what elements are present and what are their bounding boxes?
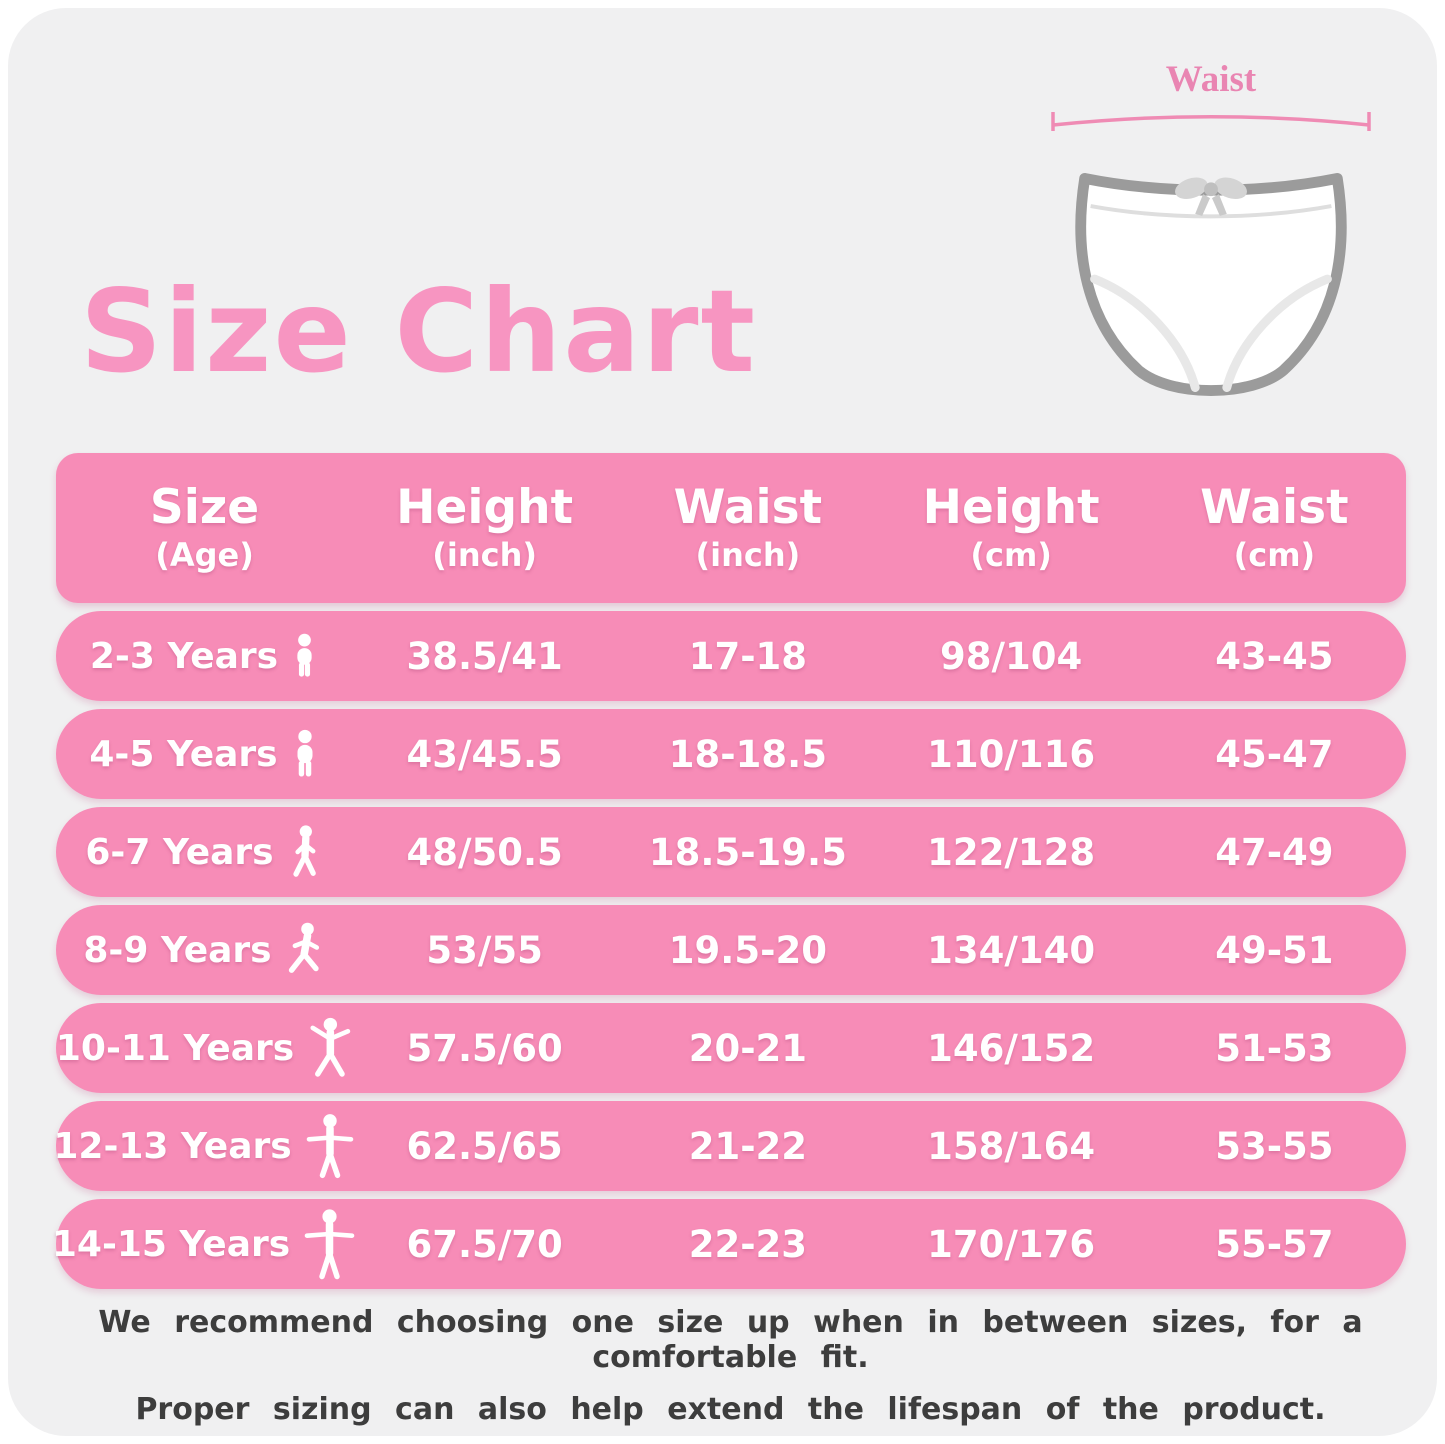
dancing-child-icon [310, 1017, 351, 1077]
waist-inch-cell: 21-22 [688, 1124, 808, 1168]
age-cell: 12-13 Years [53, 1113, 353, 1179]
age-cell: 6-7 Years [56, 825, 353, 879]
height-inch-cell: 57.5/60 [406, 1026, 563, 1070]
age-cell: 8-9 Years [56, 922, 353, 978]
waist-inch-cell: 18.5-19.5 [648, 830, 847, 874]
header-cell-waist-cm: Waist (cm) [1200, 479, 1349, 575]
age-cell: 10-11 Years [56, 1017, 353, 1079]
teen-child-icon [304, 1209, 355, 1280]
age-cell: 2-3 Years [56, 633, 353, 679]
toddler-icon [297, 729, 313, 777]
header-cell-size-age: Size (Age) [149, 479, 260, 575]
table-row: 8-9 Years 53/55 19.5-20 134/140 49-51 [56, 905, 1406, 995]
bow-icon [1175, 177, 1247, 216]
preteen-child-icon [306, 1114, 353, 1179]
table-row: 10-11 Years 57.5/60 20-21 146/152 51-53 [56, 1003, 1406, 1093]
height-cm-cell: 146/152 [927, 1026, 1096, 1070]
walking-child-icon [292, 825, 316, 877]
height-cm-cell: 158/164 [927, 1124, 1096, 1168]
waist-inch-cell: 18-18.5 [668, 732, 827, 776]
height-cm-cell: 134/140 [927, 928, 1096, 972]
waist-inch-cell: 17-18 [688, 634, 808, 678]
waist-diagram: Waist [1041, 58, 1381, 429]
table-row: 12-13 Years 62.5/65 21-22 158/164 53-55 [53, 1101, 1406, 1191]
waist-cm-cell: 49-51 [1215, 928, 1334, 972]
table-row: 6-7 Years 48/50.5 18.5-19.5 122/128 47-4… [56, 807, 1406, 897]
header-cell-height-inch: Height (inch) [396, 479, 574, 575]
table-row: 4-5 Years 43/45.5 18-18.5 110/116 45-47 [56, 709, 1406, 799]
table-row: 14-15 Years 67.5/70 22-23 170/176 55-57 [52, 1199, 1406, 1289]
waist-inch-cell: 20-21 [688, 1026, 808, 1070]
header-cell-height-cm: Height (cm) [922, 479, 1100, 575]
baby-icon [297, 633, 312, 677]
table-header: Size (Age) Height (inch) Waist (inch) He… [56, 453, 1406, 603]
height-cm-cell: 122/128 [927, 830, 1096, 874]
height-inch-cell: 43/45.5 [406, 732, 563, 776]
height-inch-cell: 62.5/65 [406, 1124, 563, 1168]
waist-cm-cell: 55-57 [1215, 1222, 1334, 1266]
waist-cm-cell: 53-55 [1215, 1124, 1334, 1168]
waist-inch-cell: 19.5-20 [668, 928, 827, 972]
sizing-note: We recommend choosing one size up when i… [98, 1305, 1363, 1375]
size-table: Size (Age) Height (inch) Waist (inch) He… [52, 453, 1406, 1289]
age-cell: 4-5 Years [56, 729, 353, 779]
header-cell-waist-inch: Waist (inch) [673, 479, 823, 575]
table-row: 2-3 Years 38.5/41 17-18 98/104 43-45 [56, 611, 1406, 701]
size-chart-card: Size Chart Waist Size (Age) [8, 8, 1437, 1436]
waist-cm-cell: 45-47 [1215, 732, 1334, 776]
height-inch-cell: 38.5/41 [406, 634, 563, 678]
height-inch-cell: 48/50.5 [406, 830, 563, 874]
height-inch-cell: 67.5/70 [406, 1222, 563, 1266]
waist-cm-cell: 51-53 [1215, 1026, 1334, 1070]
waist-cm-cell: 47-49 [1215, 830, 1334, 874]
lifespan-note: Proper sizing can also help extend the l… [135, 1392, 1326, 1427]
height-cm-cell: 170/176 [927, 1222, 1096, 1266]
running-child-icon [288, 922, 319, 973]
height-inch-cell: 53/55 [426, 928, 543, 972]
waist-inch-cell: 22-23 [688, 1222, 808, 1266]
age-cell: 14-15 Years [52, 1208, 355, 1280]
waist-measure-line-icon [1051, 112, 1371, 131]
height-cm-cell: 110/116 [927, 732, 1096, 776]
waist-cm-cell: 43-45 [1215, 634, 1334, 678]
waist-label: Waist [1165, 59, 1257, 100]
underwear-illustration [1075, 172, 1347, 396]
height-cm-cell: 98/104 [940, 634, 1083, 678]
page-title: Size Chart [80, 265, 758, 398]
